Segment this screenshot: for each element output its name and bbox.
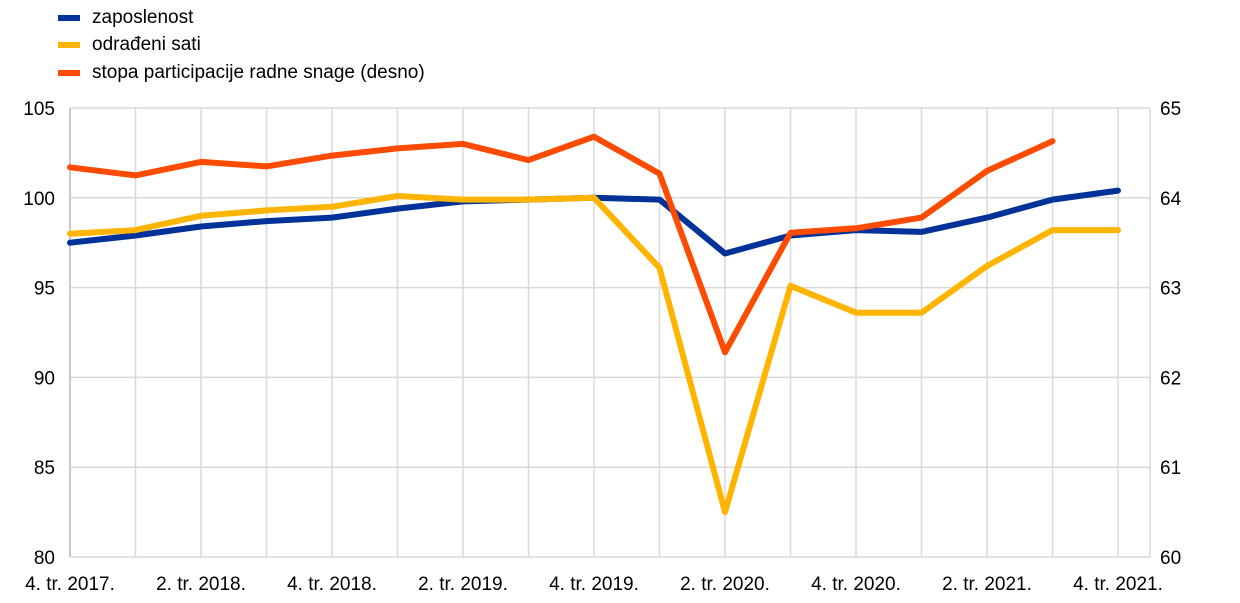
y-left-tick-label: 105	[23, 99, 55, 120]
x-tick-label: 4. tr. 2018.	[287, 574, 377, 595]
y-right-tick-label: 60	[1160, 548, 1181, 569]
legend-label: zaposlenost	[92, 6, 194, 28]
legend-swatch	[58, 14, 80, 21]
series-line-2	[67, 133, 1056, 356]
series-line-1	[67, 193, 1121, 516]
legend-item: odrađeni sati	[58, 32, 425, 60]
y-left-tick-label: 95	[34, 279, 55, 300]
y-right-tick-label: 61	[1160, 458, 1181, 479]
x-tick-label: 2. tr. 2020.	[680, 574, 770, 595]
x-tick-label: 4. tr. 2021.	[1073, 574, 1163, 595]
y-right-tick-label: 63	[1160, 279, 1181, 300]
legend-swatch	[58, 69, 80, 76]
legend-label: stopa participacije radne snage (desno)	[92, 61, 425, 83]
legend-item: stopa participacije radne snage (desno)	[58, 59, 425, 87]
x-tick-label: 2. tr. 2019.	[418, 574, 508, 595]
legend-swatch	[58, 42, 80, 49]
legend: zaposlenost odrađeni sati stopa participac…	[58, 4, 425, 87]
y-left-tick-label: 85	[34, 458, 55, 479]
y-right-tick-label: 64	[1160, 189, 1182, 210]
y-left-tick-label: 100	[23, 189, 55, 210]
y-right-tick-label: 65	[1160, 99, 1181, 120]
x-tick-label: 4. tr. 2020.	[811, 574, 901, 595]
x-tick-label: 4. tr. 2017.	[25, 574, 115, 595]
y-left-tick-label: 90	[34, 368, 55, 389]
x-tick-label: 2. tr. 2018.	[156, 574, 246, 595]
y-right-tick-label: 62	[1160, 368, 1181, 389]
x-tick-label: 2. tr. 2021.	[942, 574, 1032, 595]
y-left-tick-label: 80	[34, 548, 55, 569]
legend-item: zaposlenost	[58, 4, 425, 32]
legend-label: odrađeni sati	[92, 34, 201, 56]
x-tick-label: 4. tr. 2019.	[549, 574, 639, 595]
